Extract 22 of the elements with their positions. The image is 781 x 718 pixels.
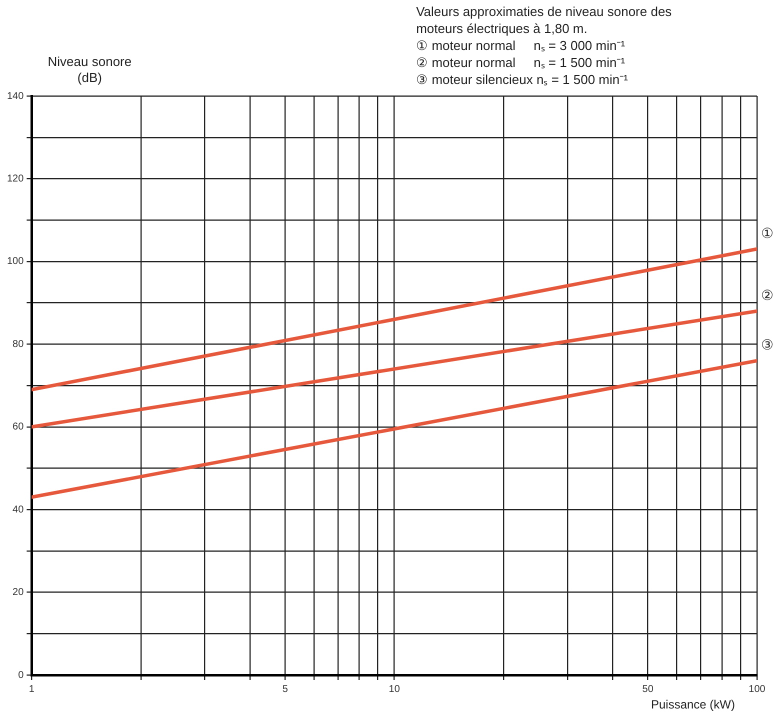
- y-tick-label: 100: [6, 256, 24, 268]
- x-tick-label: 1: [28, 684, 35, 695]
- series-label: ①: [761, 224, 774, 241]
- x-tick-label: 10: [388, 684, 400, 695]
- text: ① moteur normal nₛ = 3 000 min⁻¹: [416, 38, 626, 54]
- text: ② moteur normal nₛ = 1 500 min⁻¹: [416, 55, 626, 70]
- x-axis-title: Puissance (kW): [650, 697, 735, 712]
- y-tick-label: 140: [6, 90, 24, 102]
- y-tick-label: 80: [12, 338, 24, 350]
- chart-title: Valeurs approximaties de niveau sonore des moteurs électriques à 1,80 m.: [416, 4, 672, 36]
- y-tick-label: 120: [6, 173, 24, 184]
- x-tick-label: 100: [748, 684, 766, 695]
- x-tick-label: 5: [282, 684, 288, 695]
- y-tick-label: 40: [12, 504, 24, 516]
- y-tick-label: 20: [12, 587, 24, 598]
- text: ③ moteur silencieux nₛ = 1 500 min⁻¹: [416, 72, 629, 88]
- x-tick-label: 50: [642, 684, 654, 695]
- y-tick-label: 60: [12, 422, 24, 433]
- y-tick-label: 0: [18, 670, 24, 681]
- series-label: ②: [761, 286, 774, 303]
- series-label: ③: [761, 336, 774, 353]
- y-axis-title: Niveau sonore (dB): [48, 54, 132, 86]
